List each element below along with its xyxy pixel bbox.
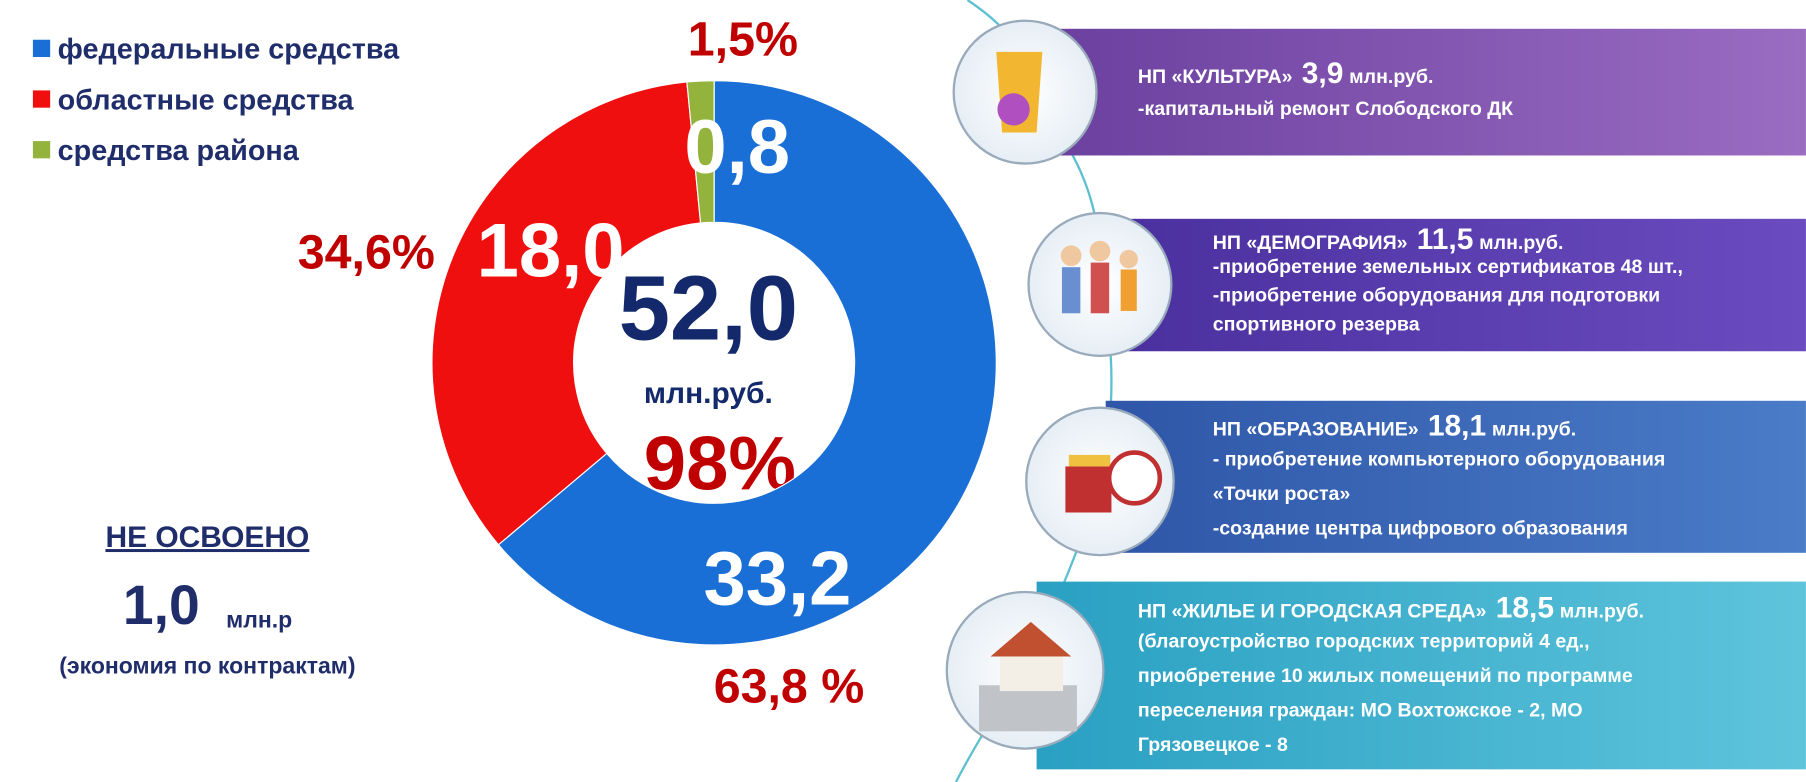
project-detail: приобретение 10 жилых помещений по прогр… (1138, 665, 1633, 687)
project-name: НП «ДЕМОГРАФИЯ» (1213, 232, 1408, 254)
project-amount: 18,1 (1428, 409, 1486, 442)
value-label: 18,0 (477, 208, 625, 293)
legend-marker (32, 90, 50, 108)
icon-family (1061, 241, 1138, 314)
unspent-value: 1,0 (123, 574, 200, 636)
project-detail: -капитальный ремонт Слободского ДК (1138, 98, 1513, 120)
legend-label: областные средства (58, 84, 355, 116)
project-amount: 11,5 (1417, 223, 1474, 256)
value-label: 0,8 (684, 105, 790, 190)
project-amount: 3,9 (1302, 57, 1344, 90)
project-detail: - приобретение компьютерного оборудовани… (1213, 448, 1666, 470)
project-detail: переселения граждан: МО Вохтожское - 2, … (1138, 699, 1583, 721)
legend-marker (32, 39, 50, 57)
project-detail: -приобретение оборудования для подготовк… (1213, 285, 1660, 307)
page: НЕ ОСВОЕНО 1,0 млн.р (экономия по контра… (0, 0, 1806, 782)
share-label: 63,8 % (714, 660, 865, 714)
project-unit: млн.руб. (1492, 418, 1576, 440)
project-detail: (благоустройство городских территорий 4 … (1138, 630, 1590, 652)
center-total: 52,0 (619, 257, 798, 360)
infographic: НЕ ОСВОЕНО 1,0 млн.р (экономия по контра… (0, 0, 1806, 782)
unspent-note: (экономия по контрактам) (59, 653, 355, 679)
value-label: 33,2 (704, 537, 852, 622)
legend-label: средства района (58, 135, 300, 167)
project-unit: млн.руб. (1349, 66, 1433, 88)
project-detail: «Точки роста» (1213, 483, 1351, 505)
share-label: 1,5% (688, 12, 798, 66)
panel (1037, 29, 1806, 156)
project-unit: млн.руб. (1560, 600, 1644, 622)
project-amount: 18,5 (1496, 591, 1554, 624)
center-unit: млн.руб. (644, 377, 773, 410)
project-name: НП «КУЛЬТУРА» (1138, 66, 1293, 88)
project-detail: -создание центра цифрового образования (1213, 517, 1628, 539)
unspent-unit: млн.р (226, 607, 292, 633)
legend-label: федеральные средства (58, 34, 401, 66)
icon-culture (996, 52, 1042, 133)
project-detail: Грязовецкое - 8 (1138, 734, 1288, 756)
project-detail: спортивного резерва (1213, 314, 1420, 336)
project-unit: млн.руб. (1479, 232, 1563, 254)
unspent-title: НЕ ОСВОЕНО (105, 521, 309, 554)
share-label: 34,6% (298, 225, 435, 279)
project-detail: -приобретение земельных сертификатов 48 … (1213, 256, 1683, 278)
project-name: НП «ОБРАЗОВАНИЕ» (1213, 418, 1419, 440)
project-name: НП «ЖИЛЬЕ И ГОРОДСКАЯ СРЕДА» (1138, 600, 1487, 622)
legend-marker (32, 141, 50, 159)
